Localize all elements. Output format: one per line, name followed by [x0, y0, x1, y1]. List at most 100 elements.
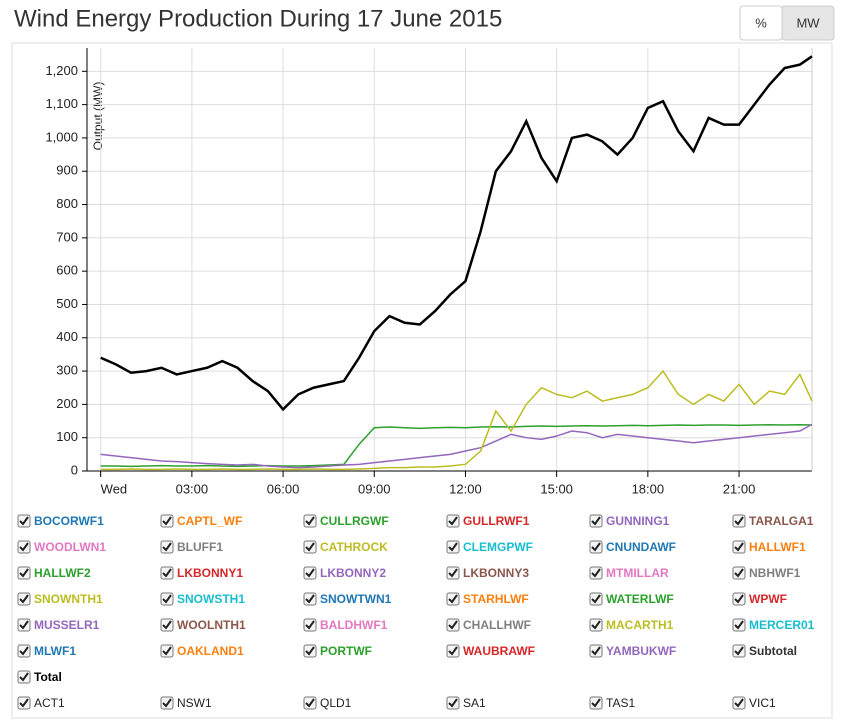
checkmark[interactable]	[305, 594, 315, 604]
percent-button-label[interactable]: %	[755, 15, 767, 30]
checkmark[interactable]	[734, 542, 744, 552]
legend-label[interactable]: TARALGA1	[749, 514, 814, 528]
checkmark[interactable]	[448, 646, 458, 656]
checkmark[interactable]	[448, 542, 458, 552]
legend-label[interactable]: PORTWF	[320, 644, 372, 658]
checkmark[interactable]	[162, 594, 172, 604]
legend-label[interactable]: NBHWF1	[749, 566, 801, 580]
region-label[interactable]: ACT1	[34, 696, 65, 710]
x-tick-label: Wed	[101, 481, 128, 496]
legend-label[interactable]: CLEMGPWF	[463, 540, 533, 554]
region-label[interactable]: VIC1	[749, 696, 776, 710]
checkmark[interactable]	[19, 594, 29, 604]
legend-label[interactable]: YAMBUKWF	[606, 644, 676, 658]
series-line	[100, 423, 813, 469]
legend-label[interactable]: LKBONNY3	[463, 566, 529, 580]
legend-label[interactable]: BLUFF1	[177, 540, 223, 554]
checkmark[interactable]	[305, 568, 315, 578]
checkmark[interactable]	[19, 542, 29, 552]
mw-button[interactable]	[781, 5, 835, 41]
checkmark[interactable]	[19, 646, 29, 656]
checkmark[interactable]	[305, 542, 315, 552]
legend-label[interactable]: WOODLWN1	[34, 540, 106, 554]
x-tick-label: 03:00	[176, 481, 209, 496]
checkmark[interactable]	[305, 516, 315, 526]
legend-label[interactable]: HALLWF1	[749, 540, 806, 554]
legend-label[interactable]: SNOWSTH1	[177, 592, 245, 606]
legend-label[interactable]: MACARTH1	[606, 618, 674, 632]
checkmark[interactable]	[162, 620, 172, 630]
legend-label[interactable]: MERCER01	[749, 618, 815, 632]
unit-toggle: % MW	[739, 5, 835, 41]
mw-button-label[interactable]: MW	[796, 15, 820, 30]
checkmark[interactable]	[591, 646, 601, 656]
checkmark[interactable]	[19, 516, 29, 526]
checkmark[interactable]	[448, 516, 458, 526]
checkmark[interactable]	[734, 568, 744, 578]
legend-label[interactable]: STARHLWF	[463, 592, 529, 606]
legend-label[interactable]: WOOLNTH1	[177, 618, 246, 632]
checkmark[interactable]	[591, 698, 601, 708]
checkmark[interactable]	[448, 698, 458, 708]
legend-label[interactable]: GULLRWF1	[463, 514, 530, 528]
legend-label[interactable]: CULLRGWF	[320, 514, 389, 528]
checkmark[interactable]	[734, 698, 744, 708]
legend-label[interactable]: BOCORWF1	[34, 514, 104, 528]
legend-label[interactable]: GUNNING1	[606, 514, 670, 528]
checkmark[interactable]	[734, 620, 744, 630]
checkmark[interactable]	[305, 620, 315, 630]
region-label[interactable]: QLD1	[320, 696, 352, 710]
checkmark[interactable]	[734, 594, 744, 604]
legend-label[interactable]: SNOWTWN1	[320, 592, 392, 606]
checkmark[interactable]	[19, 698, 29, 708]
legend-label[interactable]: WPWF	[749, 592, 787, 606]
checkmark[interactable]	[19, 672, 29, 682]
checkmark[interactable]	[591, 516, 601, 526]
legend-label[interactable]: LKBONNY1	[177, 566, 243, 580]
checkmark[interactable]	[591, 542, 601, 552]
legend-label[interactable]: CHALLHWF	[463, 618, 531, 632]
checkmark[interactable]	[162, 516, 172, 526]
legend-label[interactable]: CAPTL_WF	[177, 514, 242, 528]
x-tick-label: 15:00	[540, 481, 573, 496]
legend-label[interactable]: MUSSELR1	[34, 618, 100, 632]
legend-label[interactable]: HALLWF2	[34, 566, 91, 580]
region-label[interactable]: NSW1	[177, 696, 212, 710]
legend-label[interactable]: BALDHWF1	[320, 618, 388, 632]
checkmark[interactable]	[162, 646, 172, 656]
checkmark[interactable]	[591, 620, 601, 630]
legend-label[interactable]: MLWF1	[34, 644, 76, 658]
checkmark[interactable]	[305, 646, 315, 656]
legend-label[interactable]: CATHROCK	[320, 540, 388, 554]
checkmark[interactable]	[734, 646, 744, 656]
y-tick-label: 300	[56, 363, 78, 378]
checkmark[interactable]	[734, 516, 744, 526]
region-label[interactable]: TAS1	[606, 696, 635, 710]
checkmark[interactable]	[162, 542, 172, 552]
legend-label[interactable]: MTMILLAR	[606, 566, 669, 580]
y-tick-label: 600	[56, 263, 78, 278]
checkmark[interactable]	[19, 568, 29, 578]
checkmark[interactable]	[448, 568, 458, 578]
region-label[interactable]: SA1	[463, 696, 486, 710]
legend-label[interactable]: WATERLWF	[606, 592, 674, 606]
y-tick-label: 800	[56, 196, 78, 211]
legend-label[interactable]: CNUNDAWF	[606, 540, 676, 554]
series-line	[100, 369, 813, 471]
legend-label[interactable]: Total	[34, 670, 62, 684]
checkmark[interactable]	[591, 594, 601, 604]
legend-label[interactable]: SNOWNTH1	[34, 592, 103, 606]
checkmark[interactable]	[448, 594, 458, 604]
legend-label[interactable]: LKBONNY2	[320, 566, 386, 580]
y-tick-label: 1,100	[45, 96, 78, 111]
checkmark[interactable]	[591, 568, 601, 578]
legend-label[interactable]: Subtotal	[749, 644, 797, 658]
checkmark[interactable]	[162, 698, 172, 708]
checkmark[interactable]	[162, 568, 172, 578]
legend-label[interactable]: OAKLAND1	[177, 644, 244, 658]
legend-label[interactable]: WAUBRAWF	[463, 644, 535, 658]
checkmark[interactable]	[305, 698, 315, 708]
checkmark[interactable]	[448, 620, 458, 630]
checkmark[interactable]	[19, 620, 29, 630]
